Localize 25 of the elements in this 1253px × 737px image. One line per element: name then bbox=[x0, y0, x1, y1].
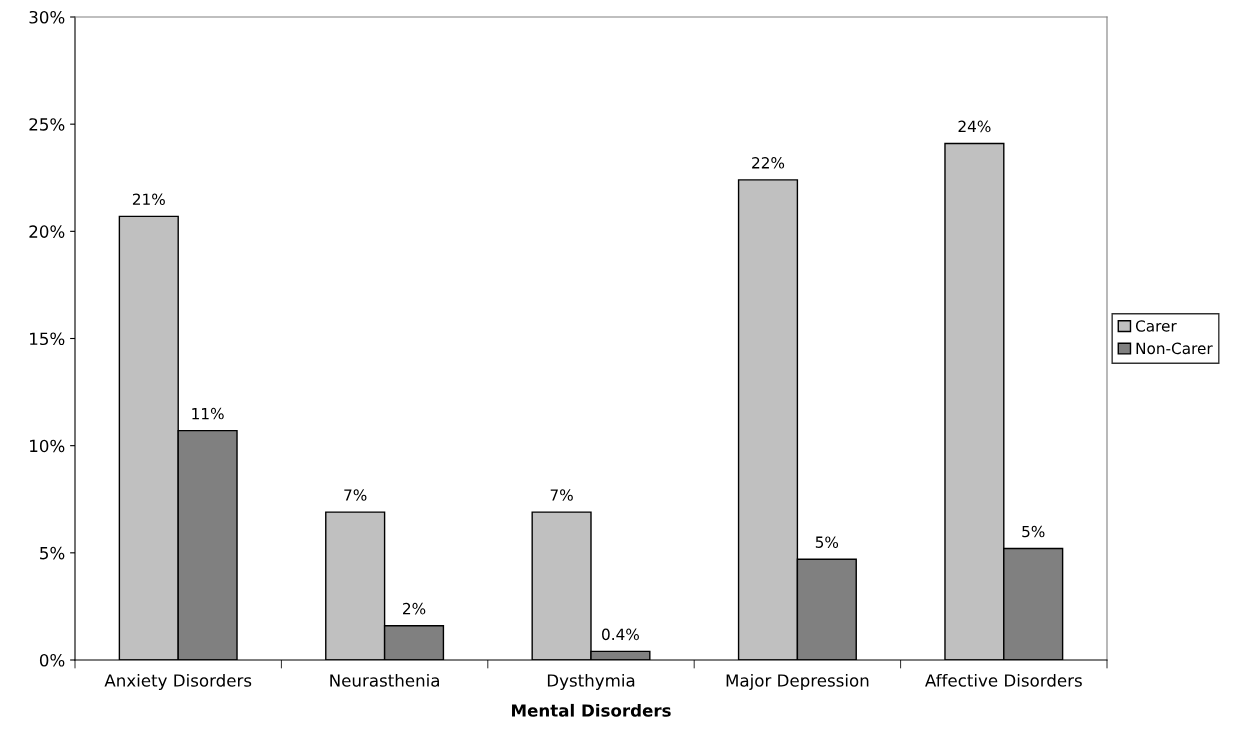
data-label: 21% bbox=[132, 193, 165, 206]
x-tick-label: Dysthymia bbox=[547, 673, 635, 691]
y-tick-label: 15% bbox=[30, 332, 65, 346]
x-tick-label: Affective Disorders bbox=[925, 673, 1082, 687]
legend-label: Non-Carer bbox=[1136, 342, 1213, 355]
data-label: 7% bbox=[550, 489, 573, 501]
y-tick-label: 10% bbox=[30, 439, 65, 453]
data-label: 5% bbox=[1022, 525, 1045, 538]
data-label: 2% bbox=[403, 602, 426, 615]
x-tick-label: Neurasthenia bbox=[330, 673, 439, 687]
legend-label: Carer bbox=[1135, 320, 1177, 332]
data-label: 0.4% bbox=[602, 628, 639, 641]
x-tick-label: Anxiety Disorders bbox=[104, 673, 252, 691]
x-tick-label: Major Depression bbox=[726, 673, 869, 691]
y-tick-label: 30% bbox=[29, 10, 65, 24]
x-axis-title: Mental Disorders bbox=[512, 703, 671, 717]
data-label: 24% bbox=[958, 120, 991, 133]
data-label: 22% bbox=[752, 157, 785, 169]
data-label: 5% bbox=[815, 536, 839, 548]
y-tick-label: 25% bbox=[29, 118, 65, 131]
y-tick-label: 0% bbox=[39, 653, 65, 667]
y-tick-label: 20% bbox=[29, 225, 65, 238]
y-tick-label: 5% bbox=[40, 546, 65, 560]
data-label: 7% bbox=[344, 489, 367, 501]
data-label: 11% bbox=[192, 407, 224, 420]
